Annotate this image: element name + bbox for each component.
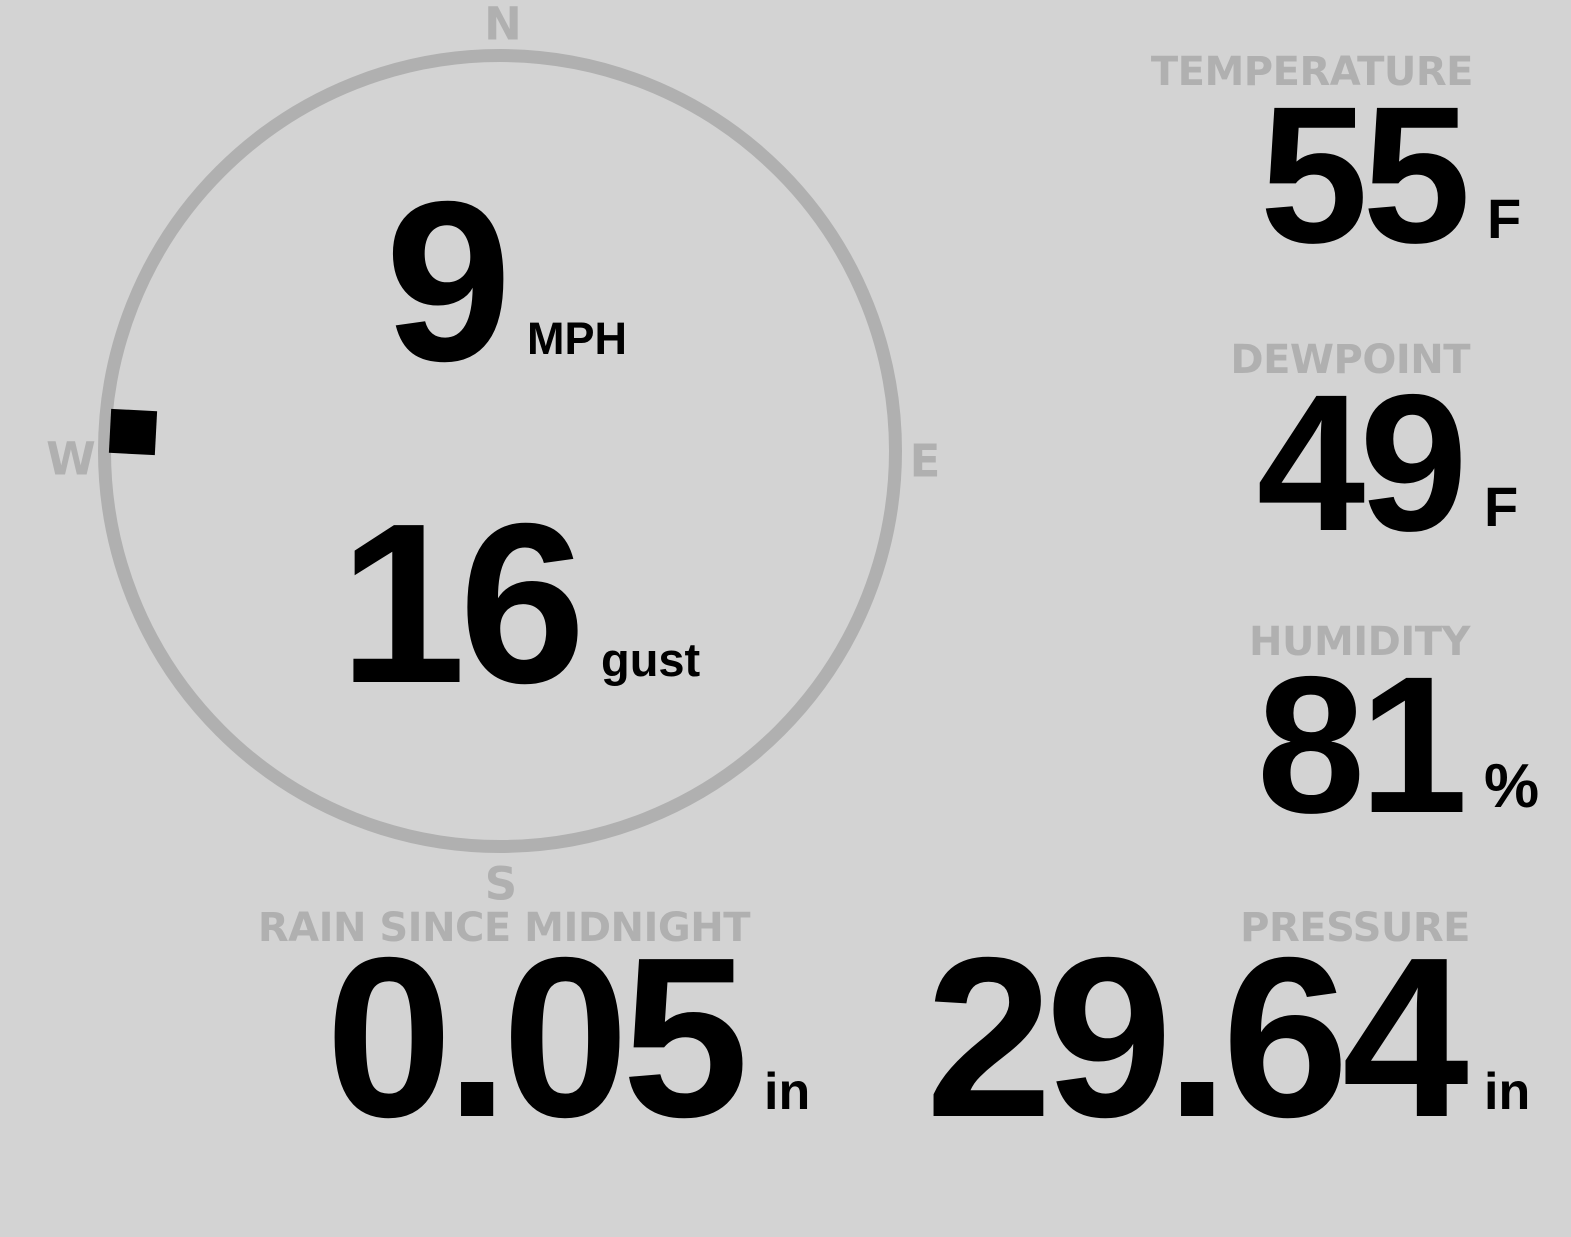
metric-rain-since-midnight: RAIN SINCE MIDNIGHT 0.05 in [258,908,811,1165]
pressure-label: PRESSURE [1240,905,1470,951]
compass-label-north: N [484,0,522,51]
wind-gust-reading: 16 gust [339,477,700,731]
wind-direction-marker [108,408,157,455]
compass-label-west: W [46,432,96,486]
rain-unit: in [764,1063,811,1121]
pressure-reading: 29.64 in [925,911,1531,1165]
temperature-value: 55 [1259,66,1471,284]
rain-label: RAIN SINCE MIDNIGHT [257,905,751,951]
wind-speed: 9 MPH [385,155,627,409]
wind-gust-value: 16 [339,477,586,731]
pressure-value: 29.64 [925,911,1469,1165]
wind-gust: 16 gust [339,477,700,731]
rain-value: 0.05 [325,911,749,1165]
metric-dewpoint: DEWPOINT 49 F [1230,340,1518,572]
dewpoint-label: DEWPOINT [1230,337,1470,383]
wind-speed-unit: MPH [527,313,627,364]
temperature-unit: F [1487,187,1522,250]
compass-label-east: E [909,434,941,488]
humidity-unit: % [1484,752,1540,821]
temperature-label: TEMPERATURE [1150,49,1474,95]
metric-temperature: TEMPERATURE 55 F [1151,52,1521,284]
metric-pressure: PRESSURE 29.64 in [925,908,1531,1165]
compass-label-south: S [484,857,518,911]
wind-gust-unit: gust [601,633,701,686]
humidity-label: HUMIDITY [1249,619,1470,665]
temperature-reading: 55 F [1259,66,1521,284]
metric-humidity: HUMIDITY 81 % [1249,622,1539,854]
dewpoint-reading: 49 F [1256,354,1518,572]
humidity-reading: 81 % [1256,636,1539,854]
dewpoint-unit: F [1484,475,1519,538]
rain-reading: 0.05 in [325,911,811,1165]
wind-speed-value: 9 [385,155,512,409]
humidity-value: 81 [1256,636,1468,854]
pressure-unit: in [1484,1063,1531,1121]
dewpoint-value: 49 [1256,354,1468,572]
wind-speed-reading: 9 MPH [385,155,627,409]
